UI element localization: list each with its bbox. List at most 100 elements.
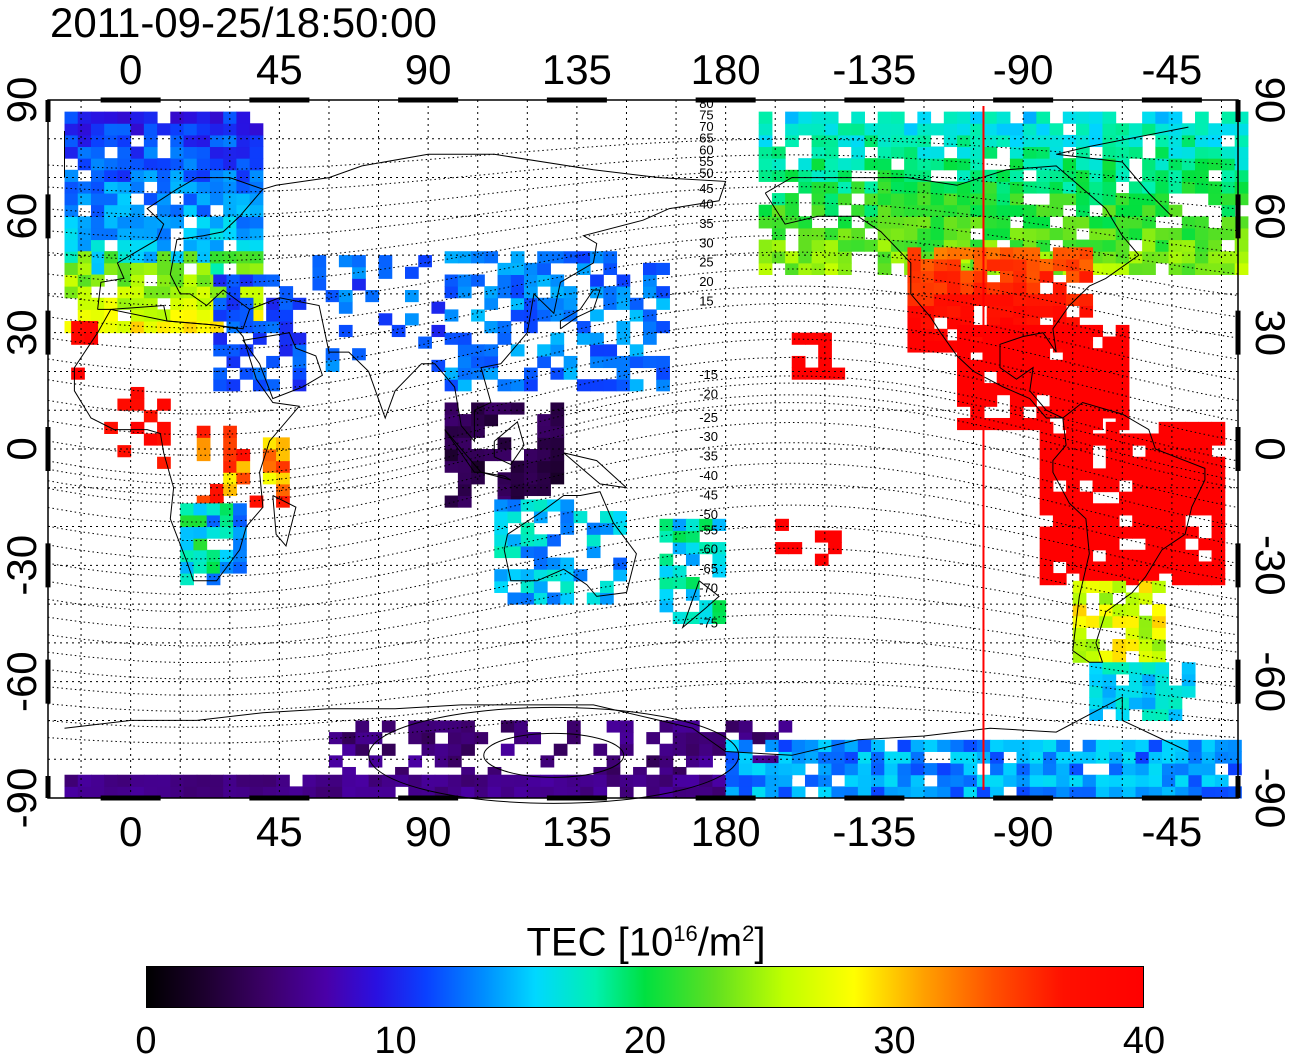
coastline [249, 153, 727, 443]
tec-cell [877, 169, 892, 182]
mlat-label: -20 [699, 387, 718, 402]
tec-cell [996, 123, 1011, 136]
mlat-label: 55 [699, 154, 713, 169]
tec-cell [890, 193, 905, 206]
tec-cell [64, 181, 79, 194]
tec-cell [1211, 480, 1226, 493]
tec-cell [1135, 774, 1150, 787]
tec-cell [1102, 123, 1117, 136]
tec-cell [1066, 421, 1080, 434]
tec-cell [907, 317, 922, 330]
tec-cell [1079, 258, 1094, 272]
tec-cell [537, 344, 551, 357]
tec-cell [864, 193, 879, 206]
coastline [73, 308, 301, 582]
tec-cell [775, 518, 789, 531]
tec-cell [725, 739, 740, 752]
tec-cell [606, 755, 621, 768]
tec-cell [957, 383, 971, 396]
tec-cell [196, 111, 211, 124]
mlat-contour [47, 402, 1239, 504]
tec-cell [1115, 123, 1130, 136]
tec-cell [239, 297, 254, 310]
tec-cell [712, 732, 727, 745]
tec-cell [537, 414, 551, 427]
tec-cell [143, 774, 158, 787]
tec-cell [1181, 134, 1196, 148]
tec-cell [1095, 786, 1110, 799]
tec-cell [524, 460, 538, 473]
tec-cell [699, 518, 713, 531]
tec-cell [884, 763, 899, 776]
tec-cell [1102, 251, 1117, 264]
tec-cell [1211, 421, 1226, 434]
tec-cell [1125, 639, 1140, 652]
tec-cell [1128, 685, 1143, 698]
tec-cell [818, 739, 832, 752]
tec-cell [444, 286, 459, 299]
tec-cell [507, 569, 522, 582]
tec-cell [1181, 227, 1196, 241]
tec-cell [209, 216, 224, 229]
tec-cell [236, 262, 251, 275]
tec-cell [1066, 480, 1080, 493]
tec-cell [857, 774, 872, 787]
tec-cell [1211, 573, 1226, 586]
tec-cell [1155, 673, 1170, 687]
tec-cell [957, 227, 971, 241]
tec-cell [1181, 251, 1196, 264]
tec-cell [851, 158, 865, 171]
tec-cell [117, 146, 132, 159]
tec-cell [104, 181, 118, 194]
tec-cell [907, 340, 922, 353]
tec-cell [457, 437, 472, 450]
tec-cell [130, 216, 145, 229]
tec-cell [1066, 468, 1080, 481]
tec-cell [1234, 134, 1249, 148]
tec-cell [1228, 751, 1242, 764]
tec-cell [685, 720, 700, 733]
tec-cell [233, 561, 247, 574]
tec-cell [183, 786, 198, 799]
tec-cell [1102, 697, 1117, 710]
tec-cell [976, 786, 991, 799]
tec-cell [947, 258, 961, 272]
tec-cell [917, 111, 932, 124]
tec-cell [560, 580, 575, 593]
tec-cell [487, 786, 502, 799]
tec-cell [1023, 134, 1037, 148]
tec-cell [130, 386, 145, 400]
tec-cell [1036, 371, 1051, 384]
tec-cell [279, 309, 294, 322]
tec-cell [580, 786, 594, 799]
tec-cell [1132, 503, 1146, 516]
tec-cell [990, 751, 1004, 764]
tec-cell [851, 204, 865, 217]
tec-cell [1234, 239, 1249, 252]
tec-cell [890, 216, 905, 229]
tec-cell [520, 545, 535, 559]
tec-cell [117, 158, 132, 171]
tec-cell [1049, 394, 1064, 407]
tec-cell [1062, 359, 1077, 372]
tec-cell [907, 328, 922, 341]
tec-cell [831, 751, 846, 764]
tec-cell [1145, 561, 1160, 574]
tec-cell [157, 456, 171, 469]
tec-cell [933, 247, 948, 260]
tec-cell [1112, 580, 1127, 593]
tec-cell [1036, 158, 1051, 171]
tec-cell [130, 286, 145, 299]
tec-cell [1102, 336, 1117, 349]
tec-cell [1026, 247, 1041, 260]
tec-cell [1211, 561, 1226, 574]
tec-cell [738, 739, 753, 752]
tec-cell [957, 216, 971, 229]
mlat-contour [47, 251, 1239, 329]
tec-cell [1211, 468, 1226, 481]
tec-cell [209, 227, 224, 241]
tec-cell [1115, 146, 1130, 159]
tec-cell [239, 344, 254, 357]
tec-cell [1095, 774, 1110, 787]
coastline [480, 471, 512, 481]
